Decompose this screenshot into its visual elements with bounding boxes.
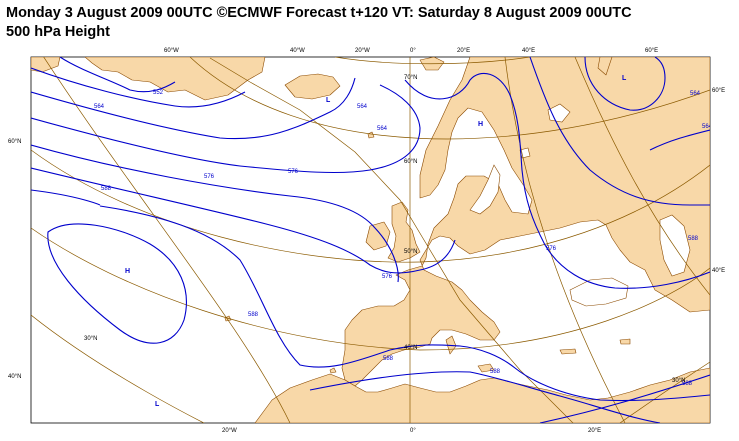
lat-label: 50°N [404, 249, 417, 255]
latitude-labels-inner: 70°N 60°N 50°N 40°N 30°N 30°N [84, 75, 685, 384]
height-contours [31, 57, 710, 423]
latitude-labels-left: 60°N 40°N [8, 139, 21, 380]
contour-label: 588 [248, 312, 259, 318]
land-cyprus [619, 338, 631, 345]
sea-baltic [469, 164, 501, 215]
high-centre-atlantic: H [125, 268, 130, 275]
land-iceland [284, 73, 341, 100]
lat-label: 60°N [8, 139, 21, 145]
title-line-2: 500 hPa Height [6, 24, 110, 40]
contour-label: 564 [357, 104, 368, 110]
lat-label: 40°N [404, 345, 417, 351]
lon-label: 20°W [355, 48, 370, 54]
contour-label: 588 [101, 186, 112, 192]
contour-label: 576 [204, 174, 215, 180]
contour-label: 552 [153, 90, 164, 96]
graticule [31, 57, 710, 423]
low-centre-iceland: L [326, 97, 331, 104]
contour-label: 576 [288, 169, 299, 175]
land-great-britain [387, 201, 421, 263]
lon-label: 20°W [222, 428, 237, 434]
contour-label: 588 [682, 381, 693, 387]
lat-label: 60°E [712, 88, 725, 94]
high-centre-scandinavia: H [478, 121, 483, 128]
contour-label: 588 [688, 236, 699, 242]
sea-caspian [659, 214, 691, 277]
title-line-1: Monday 3 August 2009 00UTC ©ECMWF Foreca… [6, 5, 632, 21]
lon-label: 40°W [290, 48, 305, 54]
contour-label: 564 [702, 124, 713, 130]
latitude-labels-right: 60°E 40°E [712, 88, 725, 274]
lon-label: 40°E [522, 48, 535, 54]
low-centre-south: L [155, 401, 160, 408]
land-greenland [84, 57, 266, 101]
land-crete [559, 348, 577, 355]
lat-label: 40°N [8, 374, 21, 380]
lon-label: 60°W [164, 48, 179, 54]
land-canary [329, 367, 337, 374]
lon-label: 60°E [645, 48, 658, 54]
lat-label: 40°E [712, 268, 725, 274]
contour-label: 564 [94, 104, 105, 110]
land-sicily [477, 363, 495, 373]
lon-label: 0° [410, 428, 416, 434]
contour-label: 576 [382, 274, 393, 280]
land-ireland [365, 221, 391, 251]
land-canada-nw [31, 57, 61, 73]
contour-label: 576 [546, 246, 557, 252]
land-novaya-zemlya [597, 57, 613, 76]
lat-label: 60°N [404, 159, 417, 165]
lat-label: 30°N [672, 378, 685, 384]
contour-label: 588 [490, 369, 501, 375]
pressure-centres: L L H H L [125, 75, 627, 408]
lat-label: 30°N [84, 336, 97, 342]
lon-label: 20°E [457, 48, 470, 54]
contour-label: 564 [377, 126, 388, 132]
contour-label: 588 [383, 356, 394, 362]
contour-label: 564 [690, 91, 701, 97]
lat-label: 70°N [404, 75, 417, 81]
sea-black [569, 277, 629, 307]
lon-label: 0° [410, 48, 416, 54]
contour-labels: 552 564 576 588 564 564 564 576 576 576 … [94, 90, 713, 387]
longitude-labels-bottom: 20°W 0° 20°E [222, 428, 601, 434]
low-centre-east: L [622, 75, 627, 82]
lon-label: 20°E [588, 428, 601, 434]
longitude-labels-top: 60°W 40°W 20°W 0° 20°E 40°E 60°E [164, 48, 658, 54]
inland-seas [469, 103, 691, 307]
